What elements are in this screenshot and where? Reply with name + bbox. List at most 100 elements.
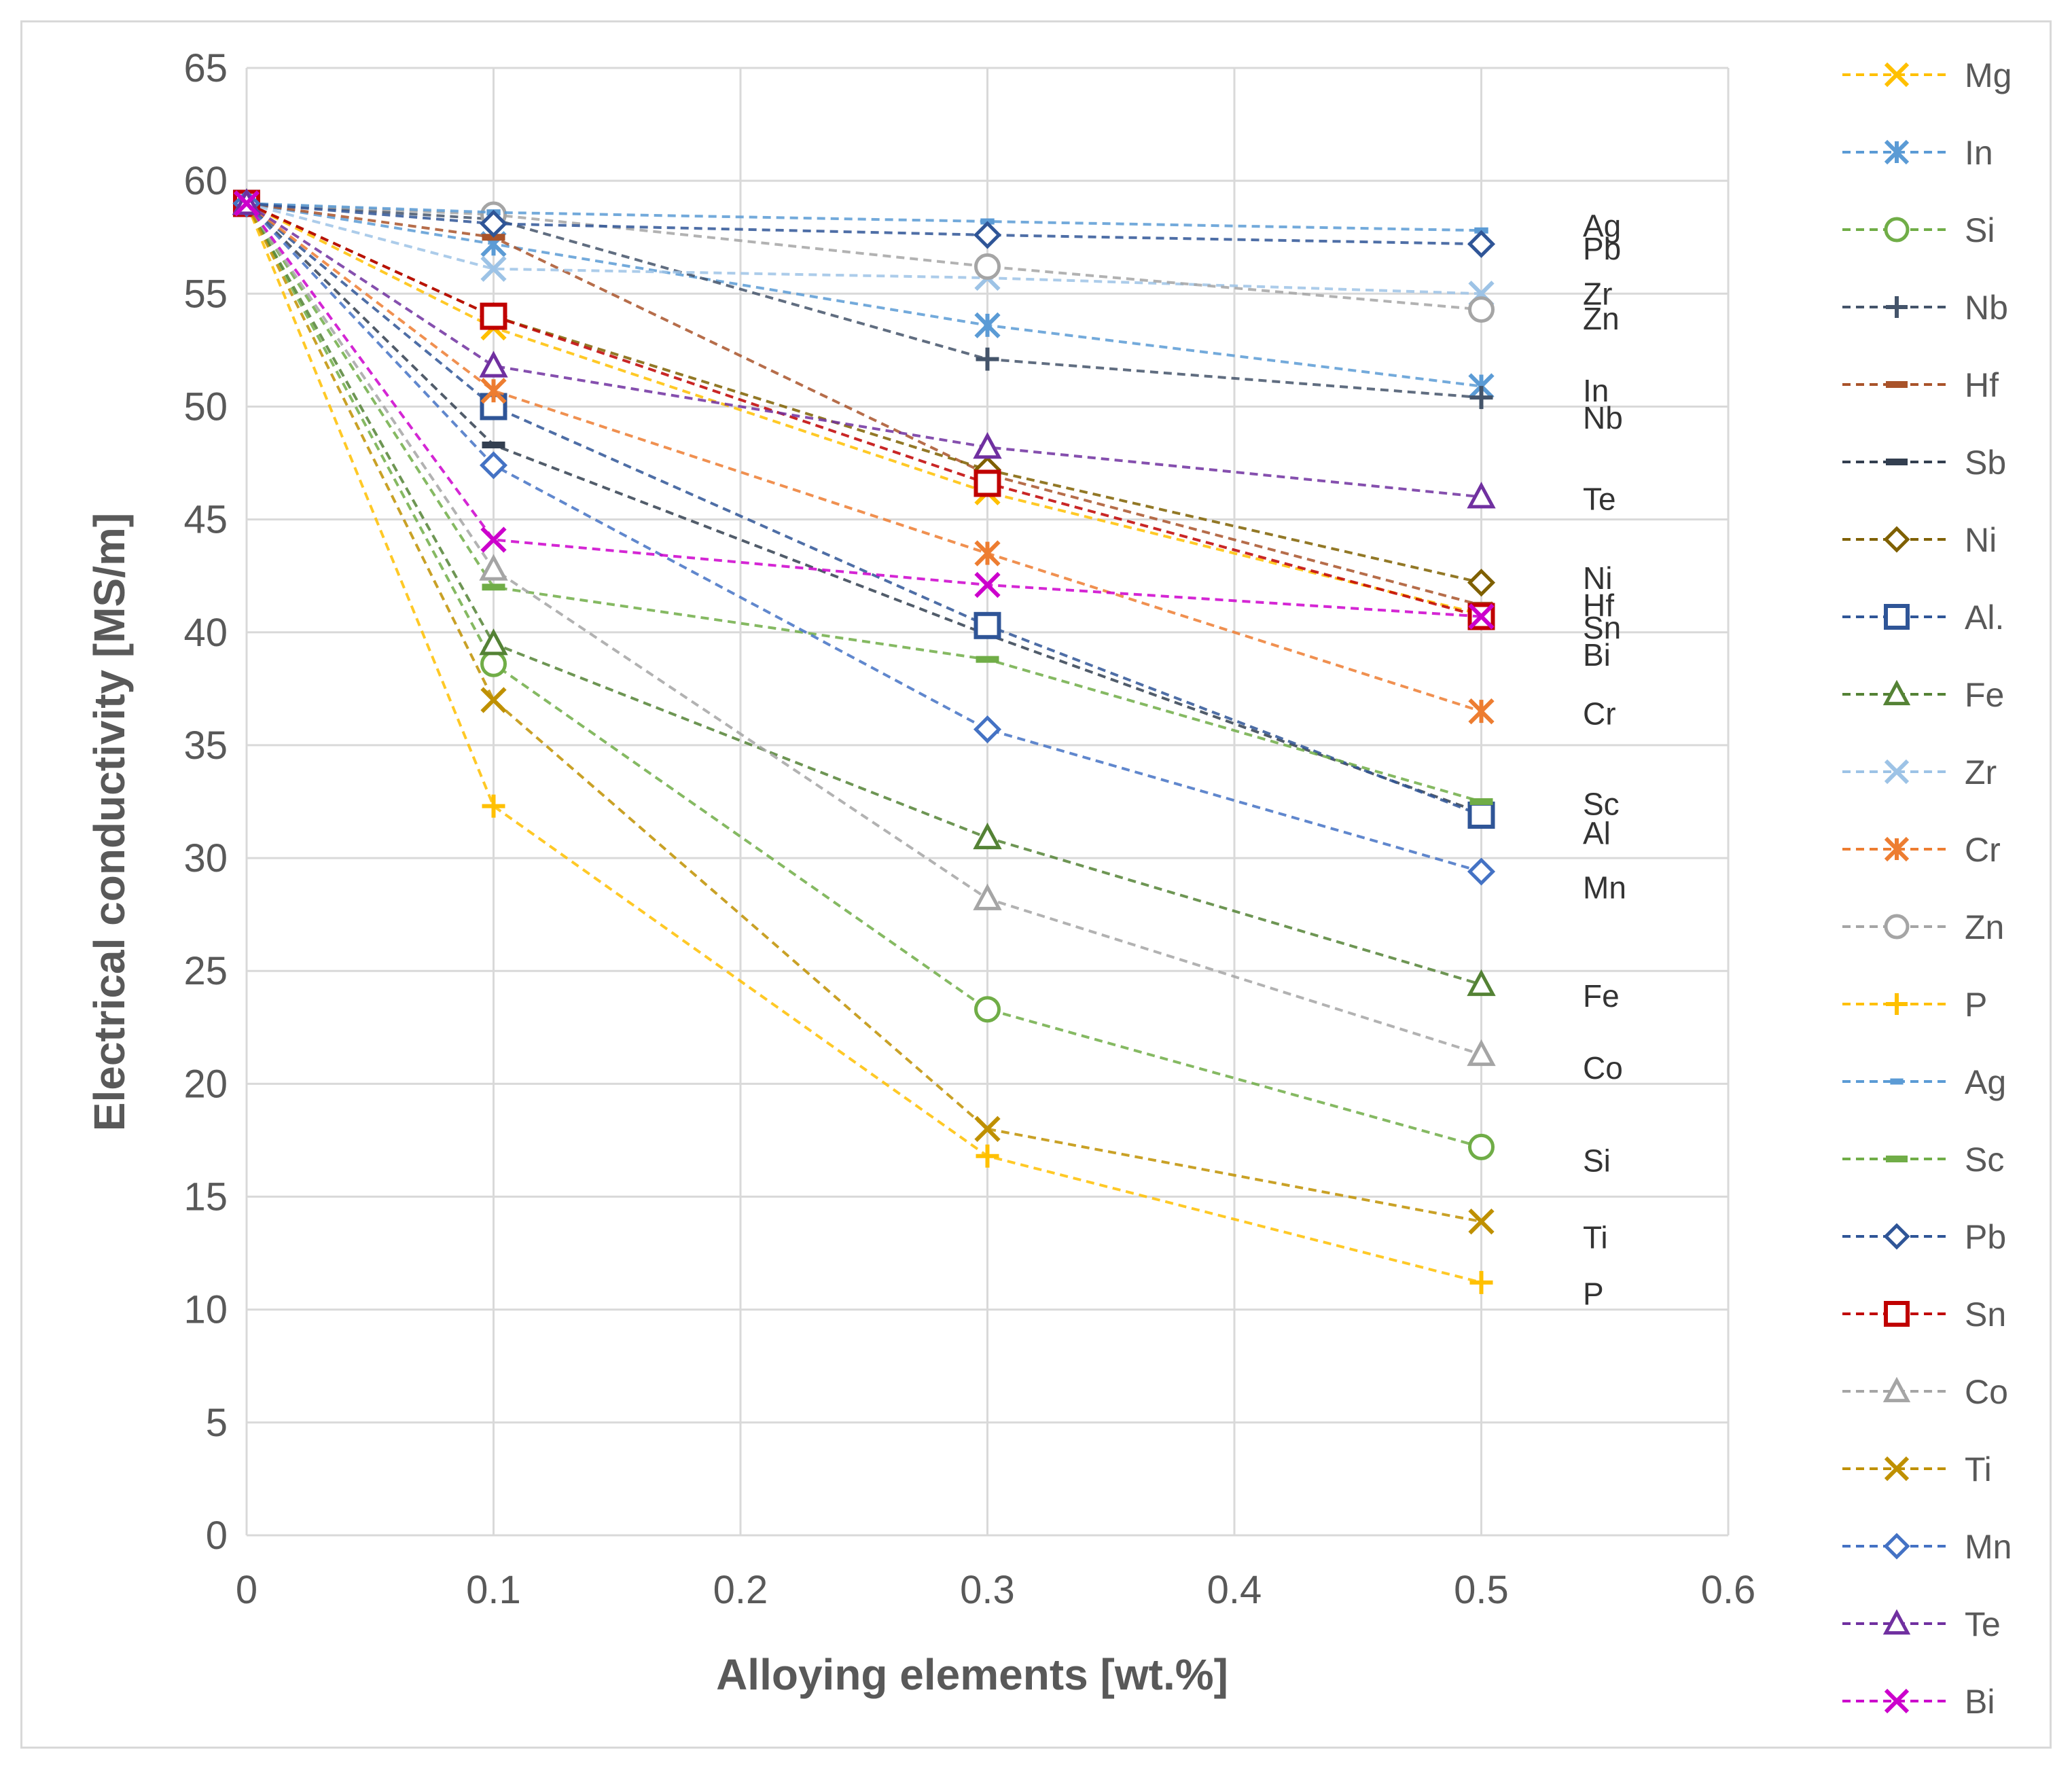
legend-item-bi: Bi <box>1842 1683 1995 1721</box>
legend-marker-ni <box>1883 526 1910 553</box>
legend-marker-pb <box>1883 1223 1910 1250</box>
series-co <box>232 188 1496 1067</box>
legend-label-co: Co <box>1965 1373 2008 1411</box>
legend-item-cr: Cr <box>1842 831 2001 869</box>
data-point-zn <box>1468 296 1495 323</box>
marker-plus-shape <box>976 347 999 371</box>
end-label-hf: Hf <box>1583 588 1614 623</box>
marker-asterisk-shape <box>480 378 507 404</box>
legend-marker-ti <box>1884 1456 1910 1482</box>
data-point-sn <box>480 302 507 330</box>
legend-label-mg: Mg <box>1965 56 2012 94</box>
marker-diamond-shape <box>479 209 508 238</box>
series-pb <box>232 189 1496 258</box>
end-label-si: Si <box>1583 1143 1611 1178</box>
end-label-fe: Fe <box>1583 978 1620 1014</box>
series-line-in <box>246 202 1482 388</box>
legend-item-pb: Pb <box>1842 1218 2006 1256</box>
y-tick-label: 30 <box>183 836 228 880</box>
data-point-nb <box>1469 386 1493 410</box>
data-point-zr <box>480 255 507 282</box>
series-line-mn <box>245 202 1482 873</box>
legend-item-sn: Sn <box>1842 1296 2006 1334</box>
data-point-bi <box>1468 603 1495 630</box>
legend-label-zr: Zr <box>1965 753 1997 791</box>
legend-item-p: P <box>1842 986 1987 1024</box>
marker-triangle-shape <box>479 351 508 378</box>
marker-x-shape <box>974 571 1001 598</box>
marker-x-shape <box>1884 62 1910 88</box>
legend-marker-bi <box>1884 1688 1910 1714</box>
x-tick-label: 0.1 <box>466 1568 521 1612</box>
data-point-si <box>480 650 507 677</box>
data-point-pb <box>973 221 1002 249</box>
legend-label-pb: Pb <box>1965 1218 2006 1256</box>
data-point-in <box>974 312 1001 338</box>
marker-asterisk-shape <box>1884 139 1910 165</box>
marker-x-shape <box>480 526 507 553</box>
marker-triangle-shape <box>479 554 508 581</box>
legend-marker-zr <box>1884 759 1910 785</box>
end-label-ni: Ni <box>1583 560 1612 596</box>
legend-label-ag: Ag <box>1965 1063 2006 1101</box>
legend-marker-mn <box>1883 1533 1910 1560</box>
data-point-cr <box>974 540 1001 567</box>
legend-item-hf: Hf <box>1842 366 1999 404</box>
marker-plus-shape <box>1886 993 1908 1015</box>
series-bi <box>233 190 1495 630</box>
series-hf <box>235 200 1493 609</box>
y-tick-label: 45 <box>183 498 228 542</box>
series-line-al <box>245 202 1482 817</box>
data-point-mn <box>479 451 508 480</box>
x-axis-title: Alloying elements [wt.%] <box>716 1650 1228 1699</box>
marker-square-shape <box>974 611 1001 639</box>
y-tick-label: 50 <box>183 385 228 429</box>
end-label-sc: Sc <box>1583 786 1620 821</box>
x-tick-label: 0.6 <box>1701 1568 1756 1612</box>
legend-marker-mg <box>1884 62 1910 88</box>
marker-triangle-shape <box>1467 482 1496 509</box>
data-point-fe <box>479 628 508 656</box>
marker-x-shape <box>233 190 260 217</box>
marker-diamond-shape <box>1467 230 1496 258</box>
legend-label-hf: Hf <box>1965 366 1999 404</box>
legend-item-mg: Mg <box>1842 56 2012 94</box>
marker-x-shape <box>1468 603 1495 630</box>
legend-item-sc: Sc <box>1842 1141 2004 1179</box>
marker-plus-shape <box>976 1144 999 1168</box>
y-tick-label: 40 <box>183 611 228 655</box>
marker-diamond-shape <box>1467 569 1496 597</box>
series-line-p <box>245 202 1482 1284</box>
legend-label-ni: Ni <box>1965 521 1997 559</box>
x-tick-label: 0.2 <box>713 1568 768 1612</box>
data-point-p <box>1469 1270 1493 1294</box>
legend-item-ni: Ni <box>1842 521 1997 559</box>
data-point-fe <box>1467 969 1496 997</box>
legend-marker-co <box>1882 1376 1911 1403</box>
end-label-zr: Zr <box>1583 276 1612 311</box>
marker-triangle-shape <box>1467 1039 1496 1067</box>
legend-marker-si <box>1884 217 1910 243</box>
legend-item-sb: Sb <box>1842 444 2006 482</box>
marker-x-shape <box>974 1115 1001 1142</box>
data-point-al <box>1467 801 1495 829</box>
marker-asterisk-shape <box>1468 698 1495 725</box>
marker-plus-shape <box>1469 1270 1493 1294</box>
legend-marker-zn <box>1884 914 1910 940</box>
marker-triangle-shape <box>1882 1376 1911 1403</box>
legend-label-te: Te <box>1965 1605 2001 1643</box>
series-line-nb <box>246 202 1482 399</box>
legend-label-sb: Sb <box>1965 444 2006 482</box>
data-point-ti <box>480 687 507 713</box>
data-point-nb <box>976 347 999 371</box>
data-point-co <box>1467 1039 1496 1067</box>
marker-triangle-shape <box>1882 679 1911 706</box>
legend-label-sc: Sc <box>1965 1141 2004 1179</box>
data-point-sn <box>974 469 1001 497</box>
marker-square-shape <box>974 469 1001 497</box>
series-te <box>232 188 1496 509</box>
legend-label-zn: Zn <box>1965 908 2004 946</box>
legend-label-sn: Sn <box>1965 1296 2006 1334</box>
end-label-ti: Ti <box>1583 1219 1608 1255</box>
